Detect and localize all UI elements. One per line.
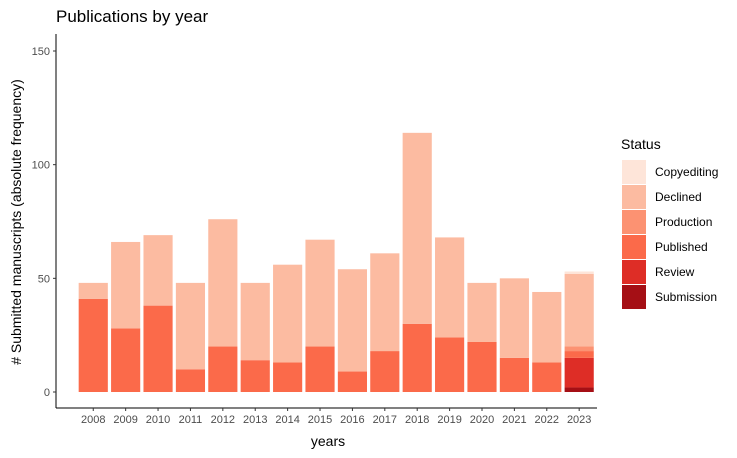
bar-2009-declined: [111, 241, 141, 329]
legend-label-review: Review: [655, 265, 695, 279]
bar-2013-published: [240, 360, 270, 392]
legend-key-declined: [622, 185, 646, 209]
x-tick-label-2010: 2010: [146, 414, 170, 426]
legend-title: Status: [621, 136, 661, 152]
bar-2020-published: [467, 341, 497, 392]
bar-2015-published: [305, 346, 335, 392]
legend-key-review: [622, 260, 646, 284]
y-tick-label-0: 0: [44, 387, 50, 399]
bar-2017-declined: [370, 253, 400, 352]
legend-label-declined: Declined: [655, 190, 702, 204]
x-tick-label-2017: 2017: [373, 414, 397, 426]
y-tick-label-50: 50: [38, 273, 50, 285]
bar-2022-published: [532, 362, 562, 392]
x-tick-label-2022: 2022: [535, 414, 559, 426]
x-tick-label-2023: 2023: [567, 414, 591, 426]
bar-2012-declined: [208, 219, 238, 347]
chart-title: Publications by year: [56, 7, 208, 26]
x-tick-label-2019: 2019: [437, 414, 461, 426]
bar-2023-declined: [564, 273, 594, 347]
bar-2014-published: [273, 362, 303, 392]
legend-key-submission: [622, 285, 646, 309]
x-tick-label-2020: 2020: [470, 414, 494, 426]
x-tick-label-2014: 2014: [275, 414, 299, 426]
bar-2020-declined: [467, 282, 497, 342]
x-tick-label-2016: 2016: [340, 414, 364, 426]
legend-key-published: [622, 235, 646, 259]
bar-2019-declined: [435, 237, 465, 338]
legend: Status Copyediting Declined Production Publ…: [621, 136, 718, 309]
bar-2018-declined: [402, 132, 432, 324]
bar-2008-declined: [78, 282, 108, 299]
legend-label-submission: Submission: [655, 290, 717, 304]
bar-2016-declined: [337, 269, 367, 372]
legend-label-production: Production: [655, 215, 712, 229]
legend-key-production: [622, 210, 646, 234]
legend-label-copyediting: Copyediting: [655, 165, 718, 179]
x-tick-label-2015: 2015: [308, 414, 332, 426]
x-tick-label-2011: 2011: [179, 414, 203, 426]
y-tick-label-100: 100: [32, 160, 50, 172]
bar-2012-published: [208, 346, 238, 392]
bar-2023-submission: [564, 387, 594, 392]
bar-2023-copyediting: [564, 271, 594, 274]
bar-2023-published: [564, 351, 594, 358]
bar-2021-published: [499, 357, 529, 392]
legend-key-copyediting: [622, 160, 646, 184]
bar-2014-declined: [273, 264, 303, 363]
plot-area: [78, 132, 594, 392]
x-axis-title: years: [311, 433, 345, 449]
bar-2010-published: [143, 305, 173, 392]
x-tick-label-2018: 2018: [405, 414, 429, 426]
bar-2016-published: [337, 371, 367, 392]
x-tick-label-2009: 2009: [113, 414, 137, 426]
bar-2015-declined: [305, 239, 335, 347]
bar-2022-declined: [532, 291, 562, 363]
y-axis-title: # Submitted manuscripts (absolute freque…: [8, 79, 24, 365]
bar-2019-published: [435, 337, 465, 392]
bar-2021-declined: [499, 278, 529, 358]
bar-2013-declined: [240, 282, 270, 361]
x-tick-label-2012: 2012: [211, 414, 235, 426]
x-axis-ticks: 2008 2009 2010 2011 2012 2013 2014 2015 2016 2017…: [81, 408, 591, 426]
x-tick-label-2013: 2013: [243, 414, 267, 426]
bar-2023-review: [564, 357, 594, 388]
y-tick-label-150: 150: [32, 46, 50, 58]
y-axis-ticks: 0 50 100 150: [32, 46, 56, 399]
bar-2023-production: [564, 346, 594, 352]
bar-2017-published: [370, 351, 400, 392]
bar-2010-declined: [143, 235, 173, 306]
bar-2018-published: [402, 323, 432, 392]
bar-2011-published: [175, 369, 206, 392]
x-tick-label-2008: 2008: [81, 414, 105, 426]
legend-label-published: Published: [655, 240, 708, 254]
x-tick-label-2021: 2021: [502, 414, 526, 426]
bar-2009-published: [111, 328, 141, 392]
bar-2008-published: [78, 298, 108, 392]
bar-2011-declined: [175, 282, 206, 370]
